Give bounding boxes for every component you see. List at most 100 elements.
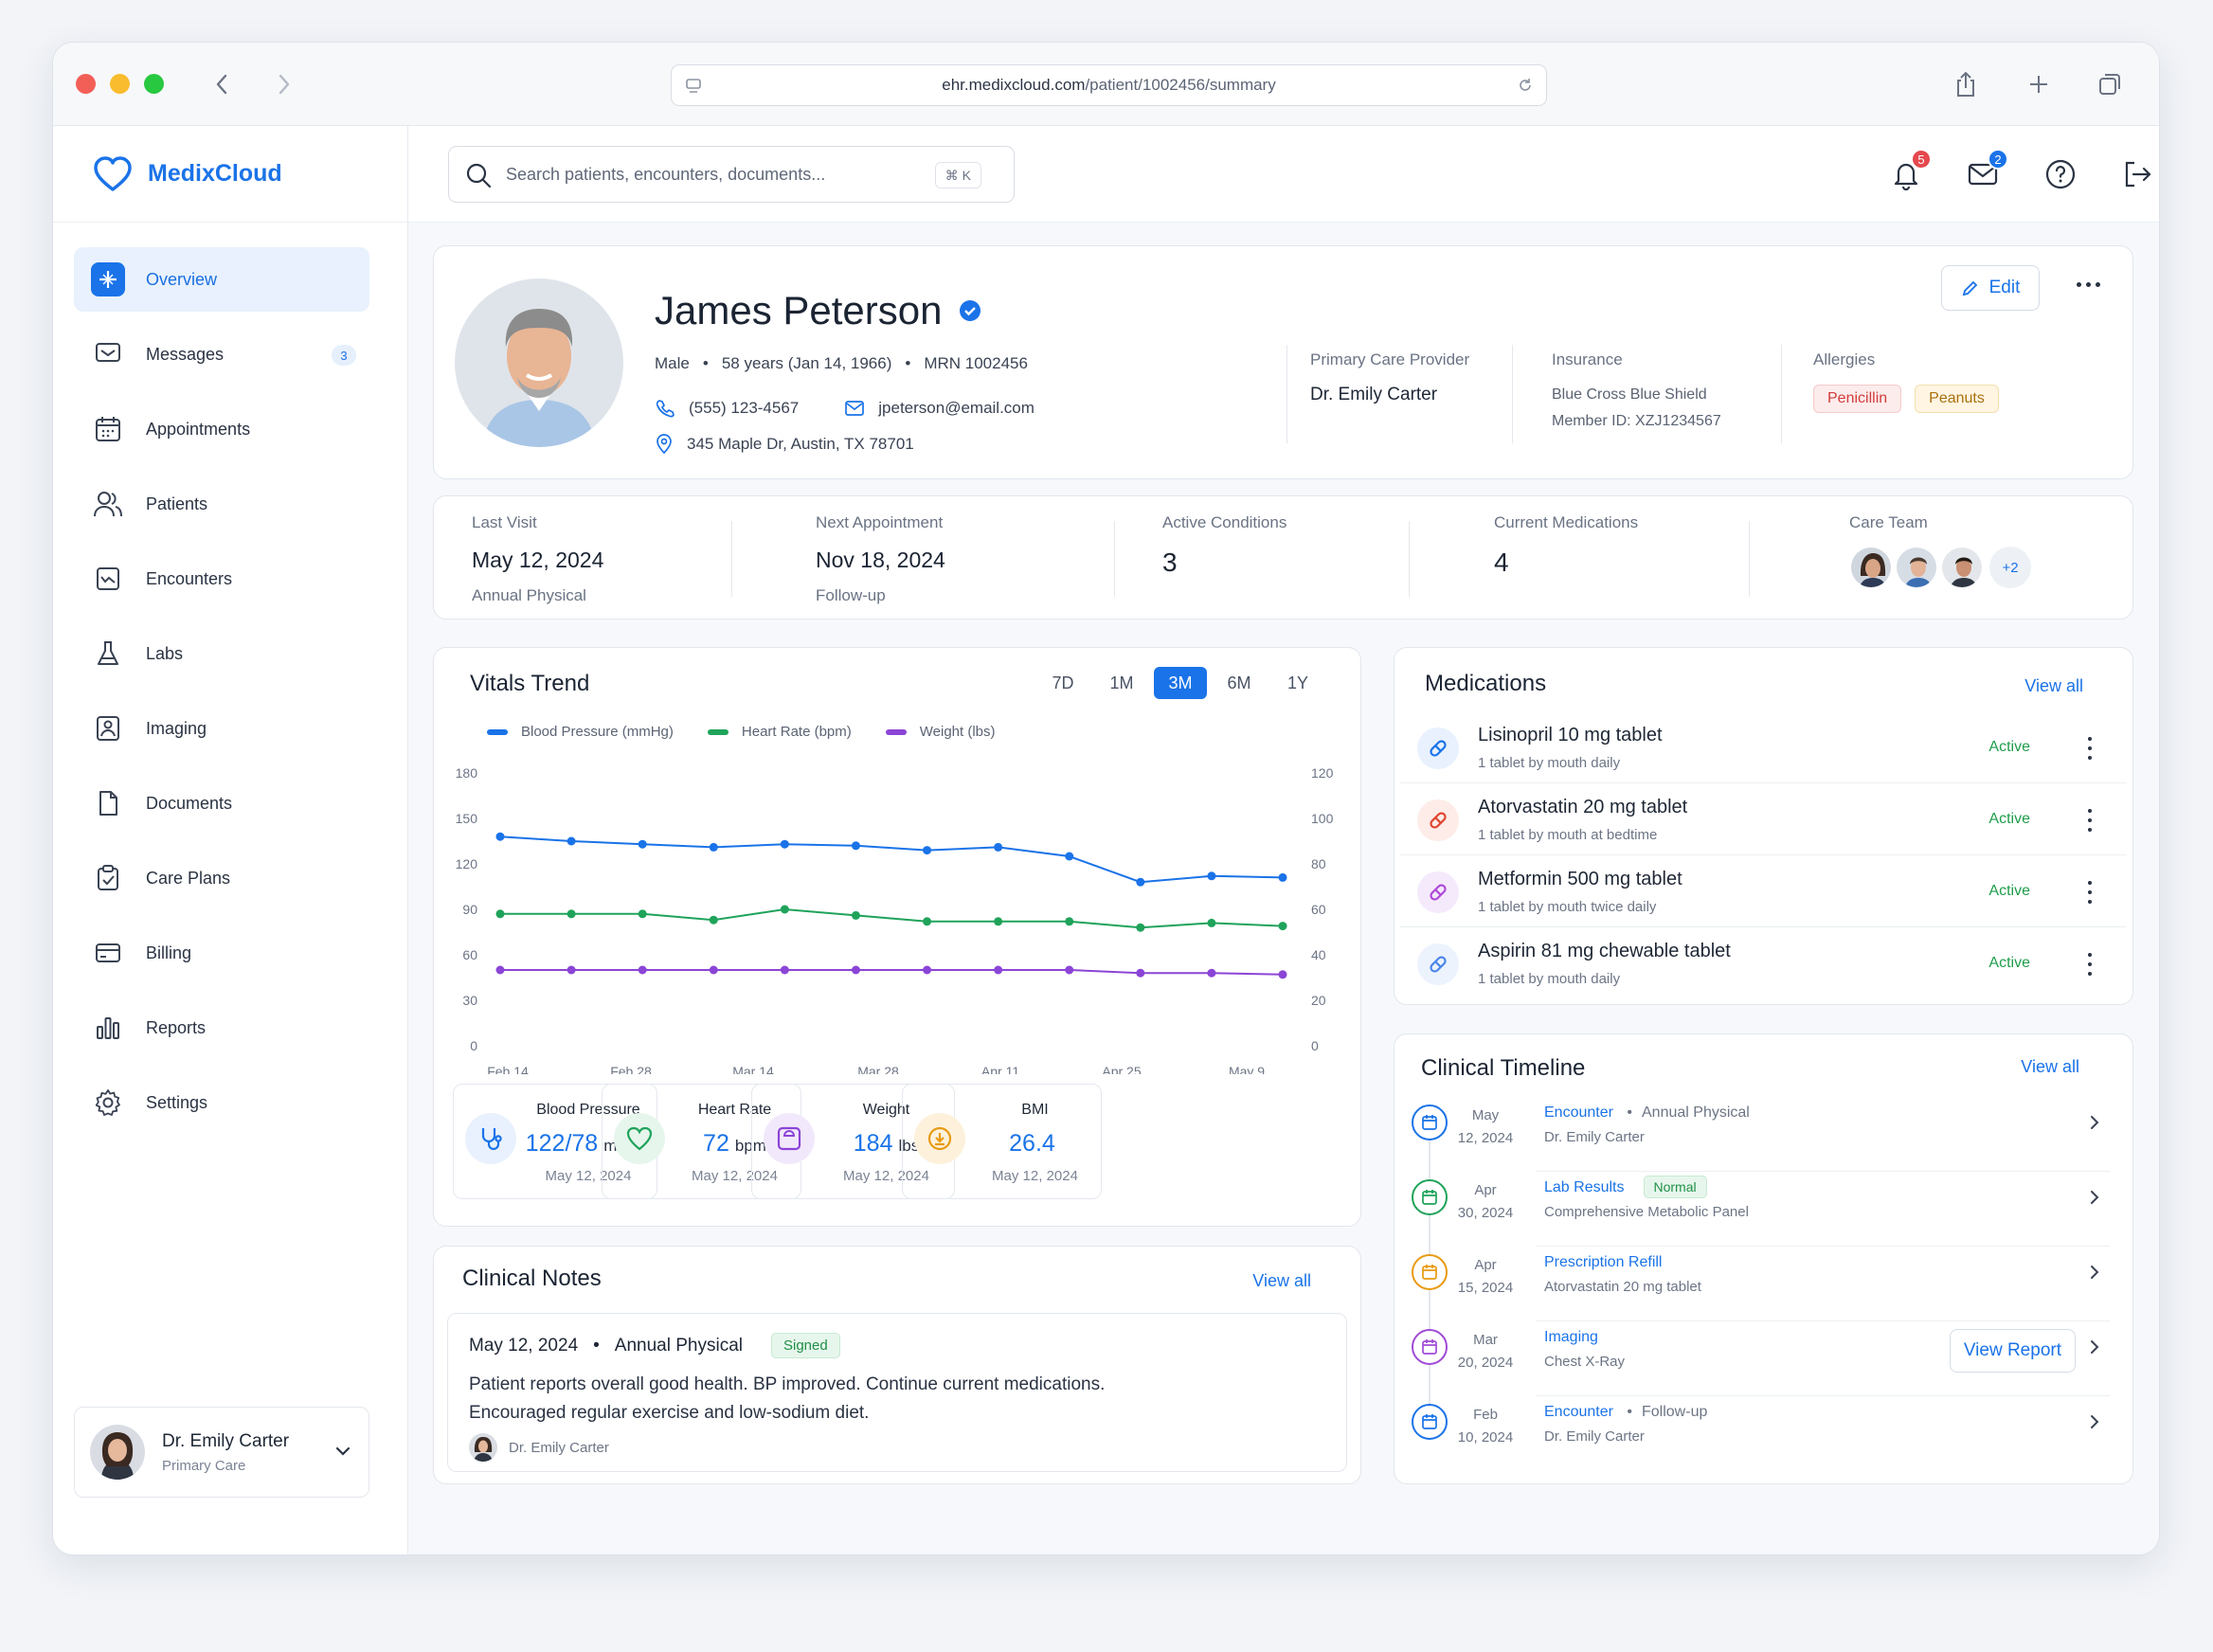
address-bar[interactable]: ehr.medixcloud.com/patient/1002456/summa… [671,64,1547,106]
range-tab-7d[interactable]: 7D [1052,673,1074,692]
vital-card-heart-rate[interactable]: Heart Rate 72 bpm May 12, 2024 [602,1084,801,1199]
data-point[interactable] [780,965,789,975]
data-point[interactable] [780,839,789,849]
data-point[interactable] [567,965,576,975]
tabs-overview-icon[interactable] [2091,65,2129,103]
help-button[interactable] [2041,154,2080,194]
edit-patient-button[interactable]: Edit [1941,265,2040,311]
data-point[interactable] [638,965,647,975]
data-point[interactable] [567,836,576,846]
data-point[interactable] [851,841,860,851]
new-tab-icon[interactable] [2020,65,2058,103]
medications-view-all[interactable]: View all [2024,676,2083,695]
messages-button[interactable]: 2 [1963,149,2008,194]
kebab-menu-icon[interactable] [2087,953,2093,976]
sidebar-item-patients[interactable]: Patients [74,472,369,536]
medication-row[interactable]: Lisinopril 10 mg tablet 1 tablet by mout… [1400,712,2127,783]
active-conditions-stat[interactable]: Active Conditions 3 [1162,513,1286,578]
clinical-notes-view-all[interactable]: View all [1252,1271,1311,1290]
logout-button[interactable] [2117,154,2157,194]
sidebar-item-billing[interactable]: Billing [74,921,369,985]
timeline-item[interactable]: Mar 20, 2024 Imaging Chest X-Ray View Rep… [1412,1321,2110,1396]
data-point[interactable] [1065,852,1074,861]
care-team-more[interactable]: +2 [1989,547,2031,588]
vital-card-weight[interactable]: Weight 184 lbs May 12, 2024 [751,1084,955,1199]
sidebar-item-messages[interactable]: Messages 3 [74,322,369,386]
search-input[interactable]: Search patients, encounters, documents..… [448,146,1015,203]
patient-phone[interactable]: (555) 123-4567 [689,399,800,417]
sidebar-item-overview[interactable]: Overview [74,247,369,312]
minimize-window-button[interactable] [110,74,130,94]
data-point[interactable] [709,842,718,852]
data-point[interactable] [994,842,1003,852]
back-arrow-icon[interactable] [205,67,239,101]
user-profile-menu[interactable]: Dr. Emily Carter Primary Care [74,1407,369,1498]
timeline-item[interactable]: May 12, 2024 Encounter • Annual Physical D… [1412,1097,2110,1172]
timeline-item[interactable]: Feb 10, 2024 Encounter • Follow-up Dr. Emi… [1412,1396,2110,1471]
sidebar-item-care-plans[interactable]: Care Plans [74,846,369,910]
sidebar-item-settings[interactable]: Settings [74,1070,369,1135]
sidebar-item-documents[interactable]: Documents [74,771,369,835]
medication-row[interactable]: Atorvastatin 20 mg tablet 1 tablet by mo… [1400,784,2127,855]
data-point[interactable] [1136,923,1145,932]
timeline-item[interactable]: Apr 15, 2024 Prescription Refill Atorvast… [1412,1247,2110,1321]
data-point[interactable] [709,915,718,925]
clinical-note-item[interactable]: May 12, 2024 • Annual Physical Signed Pat… [447,1313,1347,1472]
patient-email[interactable]: jpeterson@email.com [878,399,1035,417]
data-point[interactable] [851,965,860,975]
data-point[interactable] [567,909,576,919]
view-report-button[interactable]: View Report [1949,1329,2076,1373]
sidebar-item-labs[interactable]: Labs [74,621,369,686]
sidebar-item-encounters[interactable]: Encounters [74,547,369,611]
reload-icon[interactable] [1516,76,1535,99]
range-tab-6m[interactable]: 6M [1227,673,1251,692]
data-point[interactable] [638,909,647,919]
data-point[interactable] [1207,968,1216,978]
kebab-menu-icon[interactable] [2087,737,2093,760]
maximize-window-button[interactable] [144,74,164,94]
sidebar-item-reports[interactable]: Reports [74,996,369,1060]
legend-item[interactable]: Heart Rate (bpm) [707,724,852,740]
data-point[interactable] [851,910,860,920]
legend-item[interactable]: Weight (lbs) [885,724,996,740]
data-point[interactable] [780,905,789,914]
timeline-item[interactable]: Apr 30, 2024 Lab Results Normal Comprehens… [1412,1172,2110,1247]
forward-arrow-icon[interactable] [267,67,301,101]
share-icon[interactable] [1947,65,1985,103]
range-tab-1m[interactable]: 1M [1109,673,1134,692]
data-point[interactable] [638,839,647,849]
data-point[interactable] [1278,922,1287,931]
range-tab-3m[interactable]: 3M [1154,667,1207,699]
medication-row[interactable]: Metformin 500 mg tablet 1 tablet by mout… [1400,856,2127,927]
data-point[interactable] [923,965,932,975]
data-point[interactable] [709,965,718,975]
data-point[interactable] [495,965,505,975]
close-window-button[interactable] [76,74,96,94]
kebab-menu-icon[interactable] [2087,809,2093,832]
vital-card-bmi[interactable]: BMI 26.4 May 12, 2024 [902,1084,1102,1199]
data-point[interactable] [1207,918,1216,927]
data-point[interactable] [923,917,932,926]
medication-row[interactable]: Aspirin 81 mg chewable tablet 1 tablet b… [1400,928,2127,999]
care-team-stat[interactable]: Care Team +2 [1849,513,2031,589]
data-point[interactable] [1207,871,1216,881]
data-point[interactable] [994,965,1003,975]
data-point[interactable] [1278,970,1287,979]
sidebar-item-appointments[interactable]: Appointments [74,397,369,461]
data-point[interactable] [495,909,505,919]
more-options-icon[interactable] [2077,282,2100,287]
last-visit-stat[interactable]: Last Visit May 12, 2024 Annual Physical [472,513,603,605]
data-point[interactable] [1065,965,1074,975]
data-point[interactable] [1065,917,1074,926]
data-point[interactable] [1278,872,1287,882]
notifications-button[interactable]: 5 [1886,149,1932,194]
legend-item[interactable]: Blood Pressure (mmHg) [487,724,674,740]
data-point[interactable] [1136,877,1145,887]
range-tab-1y[interactable]: 1Y [1286,673,1309,692]
kebab-menu-icon[interactable] [2087,881,2093,904]
timeline-view-all[interactable]: View all [2021,1057,2079,1076]
data-point[interactable] [923,846,932,855]
data-point[interactable] [994,917,1003,926]
data-point[interactable] [1136,968,1145,978]
sidebar-item-imaging[interactable]: Imaging [74,696,369,761]
